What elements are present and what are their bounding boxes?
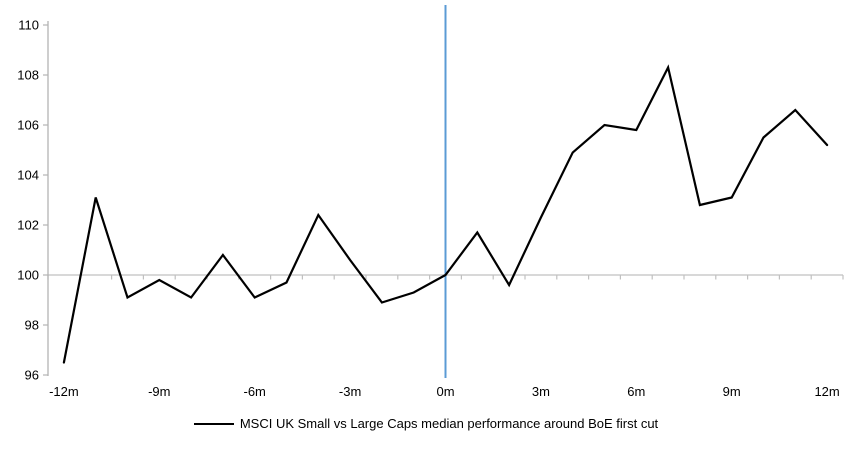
- legend-line-swatch: [193, 422, 234, 425]
- y-axis-label: 102: [17, 218, 39, 233]
- x-axis-label: 9m: [723, 384, 741, 399]
- series-line-msci-uk-small-vs-large: [62, 64, 829, 364]
- y-axis-label: 108: [17, 68, 39, 83]
- x-axis-label: 12m: [814, 384, 839, 399]
- x-axis-label: 6m: [627, 384, 645, 399]
- plot-area: 96 98 100 102 104 106 108 110 -12m -9m -6m -3m 0m 3m 6…: [17, 5, 844, 399]
- x-axis-label: 3m: [532, 384, 550, 399]
- legend: MSCI UK Small vs Large Caps median perfo…: [0, 416, 852, 431]
- y-axis-label: 96: [25, 368, 39, 383]
- x-axis-label: 0m: [436, 384, 454, 399]
- x-axis-label: -12m: [49, 384, 79, 399]
- y-axis-label: 106: [17, 118, 39, 133]
- y-axis-label: 100: [17, 268, 39, 283]
- legend-label: MSCI UK Small vs Large Caps median perfo…: [239, 416, 659, 431]
- y-axis-label: 110: [18, 18, 39, 33]
- x-axis-label: -9m: [148, 384, 170, 399]
- y-axis-label: 98: [25, 318, 39, 333]
- x-axis-label: -3m: [339, 384, 361, 399]
- y-axis-label: 104: [17, 168, 39, 183]
- x-axis-label: -6m: [244, 384, 266, 399]
